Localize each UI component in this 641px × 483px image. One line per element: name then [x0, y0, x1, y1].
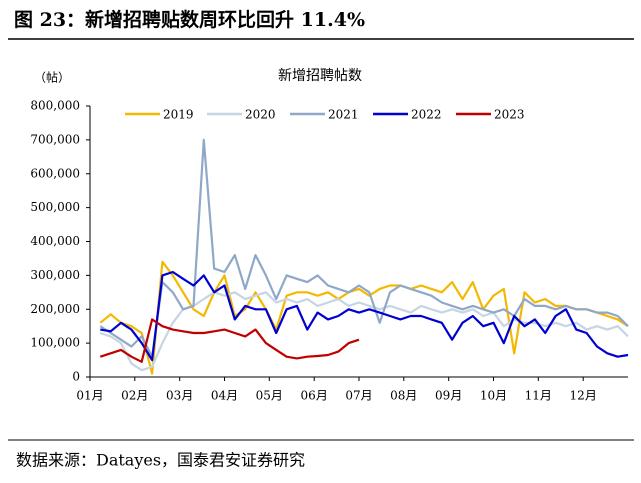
series-line [99, 260, 629, 375]
x-tick-label: 08月 [390, 389, 417, 403]
legend-label: 2022 [411, 108, 442, 122]
y-tick-label: 200,000 [30, 302, 80, 316]
series-line [99, 138, 629, 358]
x-tick-label: 09月 [435, 389, 462, 403]
y-tick-label: 500,000 [30, 200, 80, 214]
y-tick-label: 0 [72, 370, 80, 384]
x-tick-label: 04月 [211, 389, 238, 403]
y-tick-label: 100,000 [30, 336, 80, 350]
x-tick-label: 01月 [76, 389, 103, 403]
header-title: 图 23：新增招聘贴数周环比回升 11.4% [14, 8, 365, 31]
legend-label: 2021 [328, 108, 359, 122]
y-tick-label: 700,000 [30, 132, 80, 146]
series-line [100, 270, 629, 362]
x-tick-label: 05月 [256, 389, 283, 403]
legend-label: 2020 [245, 108, 276, 122]
x-tick-label: 11月 [525, 389, 552, 403]
x-tick-label: 07月 [345, 389, 372, 403]
y-tick-label: 300,000 [30, 268, 80, 282]
x-tick-label: 10月 [480, 389, 507, 403]
y-unit: （帖） [34, 70, 70, 85]
series-line [99, 318, 360, 363]
chart-title: 新增招聘帖数 [278, 68, 362, 84]
source: 数据来源：Datayes，国泰君安证券研究 [16, 451, 305, 470]
y-tick-label: 600,000 [30, 166, 80, 180]
x-tick-label: 02月 [121, 389, 148, 403]
x-tick-label: 12月 [570, 389, 597, 403]
y-tick-label: 400,000 [30, 234, 80, 248]
x-tick-label: 03月 [166, 389, 193, 403]
legend-label: 2023 [494, 108, 525, 122]
legend-label: 2019 [163, 108, 194, 122]
y-tick-label: 800,000 [30, 99, 80, 113]
x-tick-label: 06月 [301, 389, 328, 403]
